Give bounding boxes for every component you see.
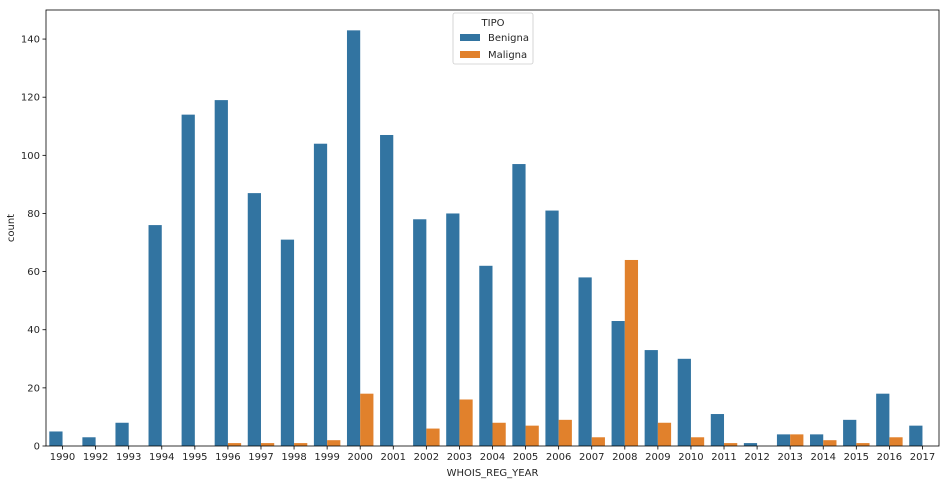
x-tick-label: 2000: [347, 452, 372, 463]
x-tick-label: 2010: [678, 452, 703, 463]
bar-maligna-2010: [690, 437, 705, 446]
bar-benigna-2001: [380, 134, 394, 447]
y-tick-label: 60: [27, 267, 40, 278]
bar-benigna-1997: [247, 193, 261, 446]
bar-maligna-2016: [889, 437, 903, 446]
x-tick-label: 2016: [877, 452, 902, 463]
bar-maligna-2015: [856, 443, 870, 446]
bar-benigna-2003: [446, 213, 460, 446]
bar-maligna-2007: [591, 437, 605, 446]
x-tick-label: 1996: [215, 452, 240, 463]
bar-benigna-2000: [346, 30, 361, 446]
legend-swatch-maligna: [460, 51, 480, 58]
bar-maligna-2008: [624, 259, 639, 446]
x-tick-label: 2006: [546, 452, 571, 463]
plot-frame: [45, 9, 940, 447]
legend-title: TIPO: [481, 18, 505, 29]
bar-benigna-1998: [280, 239, 295, 446]
bar-benigna-1995: [181, 114, 195, 446]
bar-benigna-1999: [313, 143, 328, 446]
bar-maligna-1998: [294, 443, 308, 446]
bar-maligna-2011: [724, 443, 738, 446]
x-tick-label: 2004: [480, 452, 505, 463]
x-tick-label: 1995: [182, 452, 207, 463]
x-tick-label: 2009: [645, 452, 670, 463]
bar-benigna-2007: [578, 277, 592, 446]
bar-benigna-2012: [743, 443, 758, 446]
x-tick-label: 2012: [744, 452, 769, 463]
x-tick-label: 2007: [579, 452, 604, 463]
bar-benigna-2013: [776, 434, 791, 446]
bar-benigna-2006: [545, 210, 559, 446]
bar-benigna-2010: [677, 358, 691, 446]
bar-benigna-1996: [214, 100, 228, 447]
x-tick-label: 2015: [844, 452, 869, 463]
bar-benigna-2014: [810, 434, 824, 446]
x-tick-label: 1993: [116, 452, 141, 463]
bar-benigna-2009: [644, 350, 658, 446]
x-tick-label: 2014: [811, 452, 836, 463]
legend-swatch-benigna: [460, 34, 480, 41]
x-tick-label: 1998: [281, 452, 306, 463]
y-tick-label: 0: [34, 442, 40, 453]
bar-maligna-2000: [360, 393, 374, 446]
x-tick-label: 2017: [910, 452, 935, 463]
x-tick-label: 1990: [50, 452, 75, 463]
x-tick-label: 2001: [381, 452, 406, 463]
y-tick-label: 100: [21, 151, 40, 162]
x-tick-label: 2008: [612, 452, 637, 463]
legend-label-benigna: Benigna: [488, 33, 529, 44]
y-tick-label: 40: [27, 325, 40, 336]
bar-maligna-2014: [823, 440, 837, 446]
bar-maligna-2005: [525, 425, 539, 446]
bar-benigna-1992: [82, 437, 96, 446]
x-tick-label: 1992: [83, 452, 108, 463]
bar-benigna-1993: [115, 422, 129, 446]
x-axis-ticks: 1990 1992 1993 1994 1995 1996 1997 1998 1999 2000…: [50, 446, 935, 463]
y-axis-ticks: 0 20 40 60 80 100 120 140: [21, 35, 46, 453]
bar-maligna-2006: [558, 419, 572, 446]
x-tick-label: 2005: [513, 452, 538, 463]
x-axis-title: WHOIS_REG_YEAR: [447, 468, 539, 479]
y-tick-label: 140: [21, 35, 40, 46]
bar-benigna-2016: [876, 393, 890, 446]
bar-benigna-1990: [49, 431, 63, 446]
y-tick-label: 80: [27, 209, 40, 220]
bar-benigna-2015: [843, 419, 857, 446]
x-tick-label: 1994: [149, 452, 174, 463]
bar-benigna-2004: [479, 265, 493, 446]
y-axis-title: count: [6, 214, 17, 242]
x-tick-label: 1997: [248, 452, 273, 463]
bar-benigna-2008: [611, 321, 625, 446]
bar-benigna-1994: [148, 225, 162, 446]
bar-maligna-2009: [657, 422, 672, 446]
bar-benigna-2002: [413, 219, 427, 446]
bar-maligna-2002: [426, 428, 440, 446]
bar-benigna-2011: [710, 414, 725, 446]
bar-benigna-2005: [512, 164, 526, 447]
x-tick-label: 2011: [711, 452, 736, 463]
x-tick-label: 1999: [314, 452, 339, 463]
legend: TIPO Benigna Maligna: [452, 12, 534, 65]
y-tick-label: 120: [21, 93, 40, 104]
legend-label-maligna: Maligna: [488, 50, 527, 61]
y-tick-label: 20: [27, 383, 40, 394]
x-tick-label: 2003: [447, 452, 472, 463]
bar-maligna-2013: [790, 434, 804, 446]
bar-benigna-2017: [909, 425, 923, 446]
x-tick-label: 2013: [777, 452, 802, 463]
x-tick-label: 2002: [414, 452, 439, 463]
bar-maligna-1997: [260, 443, 275, 446]
bar-maligna-1999: [327, 440, 341, 446]
bars-group: [49, 30, 923, 447]
bar-maligna-2003: [459, 399, 473, 446]
bar-maligna-2004: [492, 422, 506, 446]
bar-maligna-1996: [227, 443, 242, 446]
